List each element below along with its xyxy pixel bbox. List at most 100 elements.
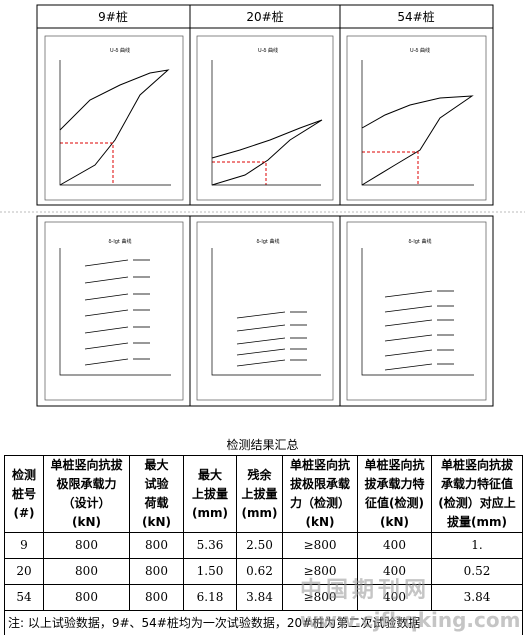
cell: 54 — [4, 584, 44, 611]
panel-label: 9#桩 — [98, 9, 128, 24]
plot-box — [346, 221, 487, 401]
axis — [361, 248, 474, 376]
header-cell: 残余上拔量 (mm) — [236, 455, 283, 533]
lgt-line — [384, 290, 433, 298]
cell: 800 — [129, 532, 184, 559]
cell: 800 — [129, 584, 184, 611]
frame-bottom — [36, 215, 494, 407]
plot-subtitle: U-δ 曲线 — [258, 47, 278, 54]
cell: 0.62 — [236, 558, 283, 585]
lgt-line — [236, 324, 286, 332]
cell: 3.84 — [236, 584, 283, 611]
lgt-line — [236, 311, 286, 319]
header-text: 极限承载力 — [56, 477, 117, 491]
header-text: 拔量(mm) — [447, 515, 507, 529]
frame-top — [36, 4, 494, 206]
header-text: 桩号 — [11, 486, 36, 501]
header-text: 荷载 — [144, 496, 169, 510]
header-text: 征值(检测) — [365, 496, 424, 510]
header-cell: 最大试验荷载 (kN) — [129, 455, 184, 533]
header-text: 拔承载力特 — [364, 477, 425, 491]
lgt-line — [236, 359, 286, 367]
panel-label: 20#桩 — [246, 9, 283, 24]
panel-label: 54#桩 — [397, 9, 434, 24]
cell: 20 — [4, 558, 44, 585]
axis — [59, 248, 171, 376]
plot-subtitle: δ-lgt 曲线 — [257, 238, 280, 245]
axis — [211, 60, 321, 186]
header-text: （设计） — [62, 496, 111, 510]
header-text: (mm) — [241, 505, 278, 520]
lgt-line — [84, 276, 129, 284]
axis — [59, 60, 171, 186]
curve — [211, 119, 323, 186]
header-text: 最大 — [144, 458, 169, 472]
cell: 800 — [43, 558, 130, 585]
cell: 0.52 — [431, 558, 523, 585]
plot-subtitle: δ-lgt 曲线 — [409, 238, 432, 245]
cell: 5.36 — [183, 532, 237, 559]
plot-box — [44, 221, 184, 401]
header-text: 力（检测） — [289, 496, 350, 510]
header-cell: 单桩竖向抗拔 极限承载力 （设计） (kN) — [43, 455, 130, 533]
axis — [211, 248, 321, 376]
header-text: 上拔量 — [241, 486, 278, 501]
header-text: (kN) — [142, 515, 171, 529]
header-text: 试验 — [144, 477, 169, 491]
header-cell: 检测桩号 (#) — [4, 455, 44, 533]
cell: 800 — [43, 532, 130, 559]
header-text: 单桩竖向抗拔 — [440, 458, 513, 472]
header-text: 单桩竖向抗拔 — [50, 458, 123, 472]
cell: 400 — [357, 532, 432, 559]
watermark: www.cjfhqking.com — [300, 608, 521, 632]
result-table: 检测 桩号 (#) 单桩竖向抗拔 极限承载力 （设计） (kN) 最大 试验 荷载 (kN) 最大 上拔… — [4, 455, 523, 635]
cell: 800 — [43, 584, 130, 611]
ref-line — [212, 161, 267, 185]
note: 注: 以上试验数据，9#、54#桩均为一次试验数据，20#桩为第二次试验数据 — [4, 610, 523, 635]
lgt-line — [84, 358, 129, 366]
plot-box — [196, 221, 334, 401]
plot-box — [196, 35, 334, 201]
lgt-line — [384, 305, 433, 313]
ref-line — [60, 142, 114, 185]
lgt-line — [84, 342, 129, 350]
lgt-line — [84, 309, 129, 317]
cell: 2.50 — [236, 532, 283, 559]
lgt-line — [384, 334, 433, 342]
header-text: 检测 — [11, 467, 36, 482]
header-text: (#) — [13, 505, 35, 520]
cell: 1.50 — [183, 558, 237, 585]
cell: 400 — [357, 558, 432, 585]
header-text: (kN) — [305, 515, 335, 529]
lgt-line — [384, 319, 433, 327]
lgt-line — [384, 349, 433, 357]
cell: 400 — [357, 584, 432, 611]
lgt-line — [84, 259, 129, 267]
table-body: 9 800 800 5.36 2.50 ≥800 400 1. 20 800 800 1.50 0.62… — [4, 532, 523, 635]
header-text: 承载力特征值 — [440, 477, 513, 491]
plot-box — [44, 35, 184, 201]
header-text: 最大 — [197, 467, 222, 482]
plot-box — [346, 35, 487, 201]
header-text: 单桩竖向抗 — [364, 458, 425, 472]
header-text: (mm) — [192, 505, 228, 520]
header-text: 拔极限承载 — [289, 477, 350, 491]
cell: ≥800 — [282, 532, 358, 559]
lgt-line — [84, 293, 129, 301]
lgt-line — [384, 363, 433, 371]
plot-subtitle: U-δ 曲线 — [110, 47, 130, 54]
cell: ≥800 — [282, 584, 358, 611]
row: 54 800 800 6.18 3.84 ≥800 400 3.84 — [4, 584, 523, 611]
header-cell: 最大上拔量 (mm) — [183, 455, 237, 533]
header-text: 单桩竖向抗 — [289, 458, 350, 472]
plot-subtitle: δ-lgt 曲线 — [109, 238, 132, 245]
header-row: 检测 桩号 (#) 单桩竖向抗拔 极限承载力 （设计） (kN) 最大 试验 荷载 (kN) 最大 上拔… — [4, 455, 523, 533]
cell: 9 — [4, 532, 44, 559]
cell: 1. — [431, 532, 523, 559]
header-text: 残余 — [247, 467, 272, 482]
ref-line — [362, 151, 419, 185]
header-text: 上拔量 — [191, 486, 228, 501]
header-cell: 单桩竖向抗 拔承载力特 征值(检测) (kN) — [357, 455, 432, 533]
row: 9 800 800 5.36 2.50 ≥800 400 1. — [4, 532, 523, 559]
cell: 3.84 — [431, 584, 523, 611]
